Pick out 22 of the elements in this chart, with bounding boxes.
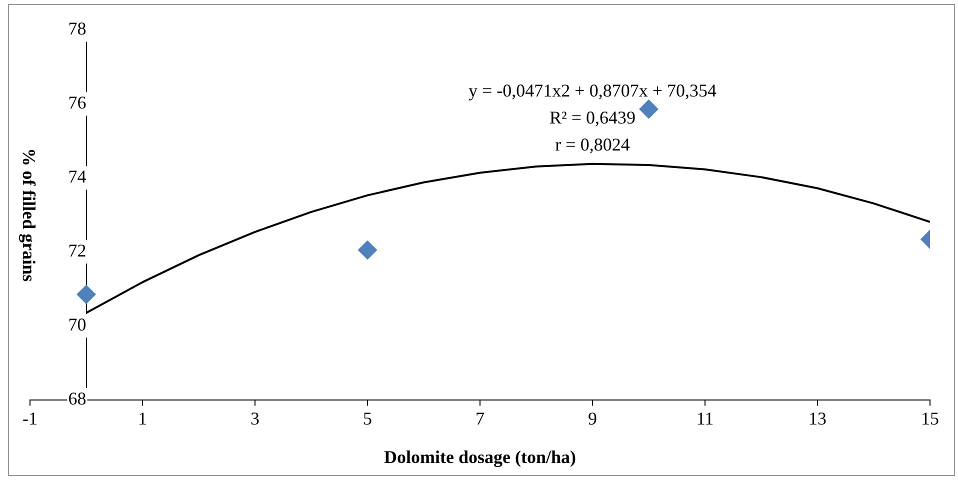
y-axis-title: % of filled grains [18, 148, 39, 282]
x-tick-label: 11 [696, 408, 714, 428]
y-tick-label: 72 [68, 240, 86, 261]
y-tick-label: 74 [68, 166, 86, 187]
x-tick-label: -1 [22, 408, 38, 428]
point [76, 284, 96, 304]
x-tick-label: 7 [476, 408, 484, 428]
x-axis-title: Dolomite dosage (ton/ha) [384, 446, 576, 467]
y-tick-label: 68 [68, 388, 86, 409]
annotation: R² = 0,6439 [549, 108, 636, 128]
annotation: r = 0,8024 [555, 134, 630, 155]
x-tick-label: 1 [138, 408, 147, 428]
x-tick-label: 3 [250, 408, 260, 428]
annotation: y = -0,0471x2 + 0,8707x + 70,354 [468, 80, 716, 101]
x-tick-label: 15 [921, 408, 939, 428]
x-tick-label: 9 [588, 408, 597, 428]
x-tick-label: 5 [363, 408, 372, 428]
y-tick-label: 70 [68, 314, 86, 335]
x-tick-label: 13 [808, 408, 826, 428]
y-tick-label: 78 [68, 18, 86, 39]
point [358, 240, 377, 260]
y-tick-label: 76 [68, 92, 86, 113]
